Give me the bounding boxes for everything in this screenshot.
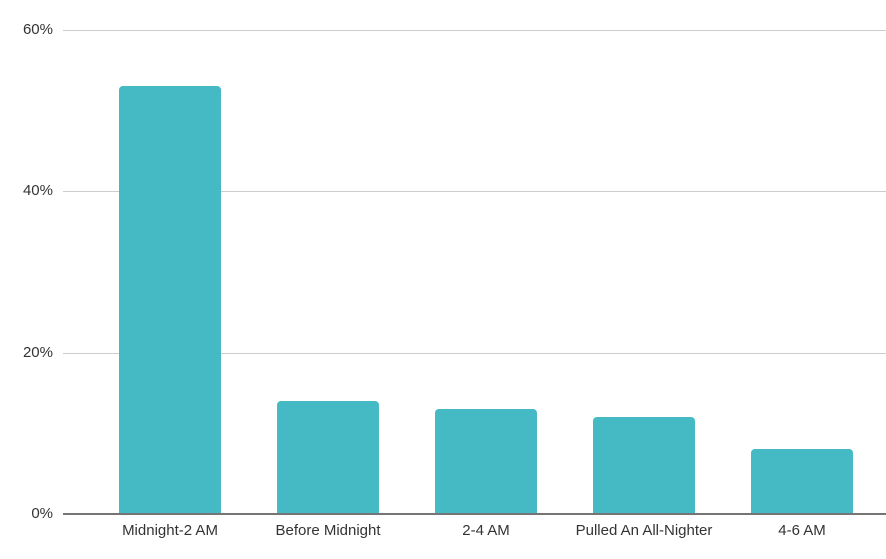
gridline-60 bbox=[63, 30, 886, 31]
gridline-20 bbox=[63, 352, 886, 354]
gridline-40 bbox=[63, 191, 886, 193]
plot-area bbox=[63, 30, 886, 515]
bar-before-midnight bbox=[277, 401, 379, 514]
x-axis-baseline bbox=[63, 513, 886, 515]
x-axis-category-label: Before Midnight bbox=[275, 522, 381, 539]
y-axis-tick-label: 20% bbox=[22, 343, 53, 361]
y-axis-tick-label: 60% bbox=[22, 21, 53, 38]
bar-4-6-am bbox=[751, 449, 853, 514]
y-axis-tick-label: 0% bbox=[31, 505, 53, 522]
y-axis-tick-label: 40% bbox=[22, 182, 53, 200]
x-axis-category-label: Pulled An All-Nighter bbox=[575, 522, 713, 539]
bar-pulled-an-all-nighter bbox=[593, 417, 695, 514]
x-axis-category-label: 4-6 AM bbox=[778, 522, 826, 539]
x-axis-category-label: 2-4 AM bbox=[462, 522, 510, 539]
bar-midnight-2-am bbox=[119, 86, 221, 514]
bar-2-4-am bbox=[435, 409, 537, 514]
x-axis-category-label: Midnight-2 AM bbox=[122, 522, 218, 539]
